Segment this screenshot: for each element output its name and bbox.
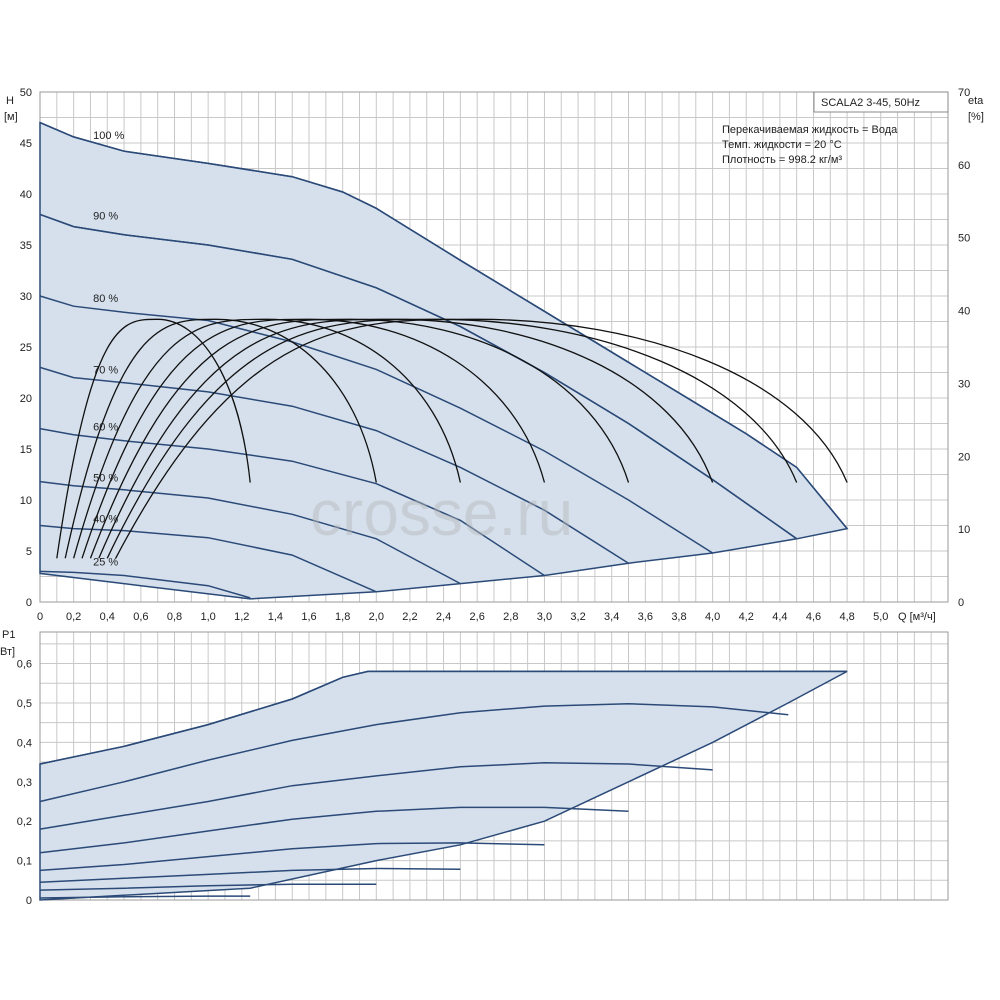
y2-tick-label: 70 — [958, 87, 970, 99]
head-curve-3 — [39, 295, 713, 554]
x-tick-label: 1,2 — [234, 611, 249, 623]
x-tick-label: 4,0 — [705, 611, 720, 623]
x-tick-label: 2,6 — [470, 611, 485, 623]
head-curve-0 — [39, 121, 848, 530]
power-curve-5 — [39, 867, 461, 884]
x-tick-label: 3,8 — [671, 611, 686, 623]
head-curve-4 — [39, 366, 629, 564]
power-y-tick-label: 0,4 — [17, 737, 32, 749]
x-tick-label: 2,2 — [402, 611, 417, 623]
y-axis-unit-top: [м] — [4, 111, 18, 123]
head-curve-6 — [39, 480, 461, 585]
x-axis-label: Q [м³/ч] — [898, 611, 936, 623]
y2-tick-label: 10 — [958, 524, 970, 536]
y-tick-label: 10 — [20, 495, 32, 507]
head-curve-8 — [39, 570, 251, 599]
x-tick-label: 3,4 — [604, 611, 619, 623]
model-box — [813, 91, 949, 113]
x-tick-label: 1,6 — [301, 611, 316, 623]
power-y-tick-label: 0,6 — [17, 659, 32, 671]
y2-axis-name: eta — [968, 95, 984, 107]
model-label: SCALA2 3-45, 50Hz — [821, 97, 920, 109]
y2-tick-label: 40 — [958, 306, 970, 318]
y2-tick-label: 0 — [958, 597, 964, 609]
x-tick-label: 1,0 — [200, 611, 215, 623]
efficiency-curve-2 — [73, 318, 462, 559]
y-tick-label: 15 — [20, 444, 32, 456]
y-tick-label: 30 — [20, 291, 32, 303]
efficiency-curve-1 — [64, 318, 377, 559]
head-curve-2 — [39, 213, 798, 540]
y2-tick-label: 20 — [958, 451, 970, 463]
head-curve-7 — [39, 524, 377, 593]
watermark: crosse.ru — [310, 477, 573, 549]
y2-tick-label: 60 — [958, 160, 970, 172]
power-curve-6 — [39, 883, 377, 891]
x-tick-label: 4,2 — [739, 611, 754, 623]
info-line-density: Плотность = 998.2 кг/м³ — [722, 154, 842, 166]
y-tick-label: 35 — [20, 240, 32, 252]
y-axis-name-top: H — [6, 95, 14, 107]
y-tick-label: 45 — [20, 138, 32, 150]
power-curve-0 — [39, 670, 848, 765]
x-tick-label: 2,8 — [503, 611, 518, 623]
x-tick-label: 0,2 — [66, 611, 81, 623]
x-tick-label: 0 — [37, 611, 43, 623]
speed-label: 70 % — [93, 365, 118, 377]
power-curve-4 — [39, 842, 545, 872]
y-tick-label: 25 — [20, 342, 32, 354]
x-tick-label: 3,0 — [537, 611, 552, 623]
x-tick-label: 4,6 — [806, 611, 821, 623]
y2-axis-unit: [%] — [968, 111, 984, 123]
power-curve-2 — [39, 762, 713, 830]
y2-tick-label: 50 — [958, 233, 970, 245]
x-tick-label: 2,4 — [436, 611, 451, 623]
y-tick-label: 40 — [20, 189, 32, 201]
power-y-tick-label: 0 — [26, 895, 32, 907]
power-y-tick-label: 0,2 — [17, 816, 32, 828]
power-curve-7 — [39, 895, 251, 899]
speed-label: 25 % — [93, 556, 118, 568]
info-line-temp: Темп. жидкости = 20 °C — [722, 139, 842, 151]
info-line-liquid: Перекачиваемая жидкость = Вода — [722, 124, 898, 136]
y2-tick-label: 30 — [958, 378, 970, 390]
power-curve-panel: 0 0,1 0,2 0,3 0,4 0,5 0,6 — [17, 631, 949, 907]
y-tick-label: 50 — [20, 87, 32, 99]
x-tick-label: 4,4 — [772, 611, 787, 623]
x-tick-label: 3,6 — [638, 611, 653, 623]
y-tick-label: 20 — [20, 393, 32, 405]
x-tick-label: 4,8 — [839, 611, 854, 623]
efficiency-curve-4 — [89, 318, 630, 559]
efficiency-curve-3 — [81, 318, 546, 559]
power-y-tick-label: 0,1 — [17, 856, 32, 868]
x-tick-label: 3,2 — [570, 611, 585, 623]
y-tick-label: 5 — [26, 546, 32, 558]
power-y-tick-label: 0,5 — [17, 698, 32, 710]
x-tick-label: 0,8 — [167, 611, 182, 623]
head-curve-5 — [39, 427, 545, 577]
y-axis-unit-bottom: Вт] — [0, 646, 15, 658]
speed-label: 60 % — [93, 422, 118, 434]
x-tick-label: 1,8 — [335, 611, 350, 623]
x-tick-label: 0,4 — [100, 611, 115, 623]
x-tick-label: 5,0 — [873, 611, 888, 623]
speed-label: 80 % — [93, 293, 118, 305]
speed-label: 90 % — [93, 211, 118, 223]
power-y-tick-label: 0,3 — [17, 777, 32, 789]
power-curve-1 — [39, 702, 789, 803]
efficiency-curve-7 — [115, 318, 848, 559]
efficiency-curve-0 — [56, 318, 251, 559]
head-curve-panel: 100 %90 %80 %70 %60 %50 %40 %25 %0510152… — [20, 87, 971, 623]
y-axis-name-bottom: P1 — [2, 629, 15, 641]
speed-label: 100 % — [93, 130, 124, 142]
x-tick-label: 1,4 — [268, 611, 283, 623]
y-tick-label: 0 — [26, 597, 32, 609]
x-tick-label: 2,0 — [369, 611, 384, 623]
power-curve-3 — [39, 806, 629, 854]
x-tick-label: 0,6 — [133, 611, 148, 623]
